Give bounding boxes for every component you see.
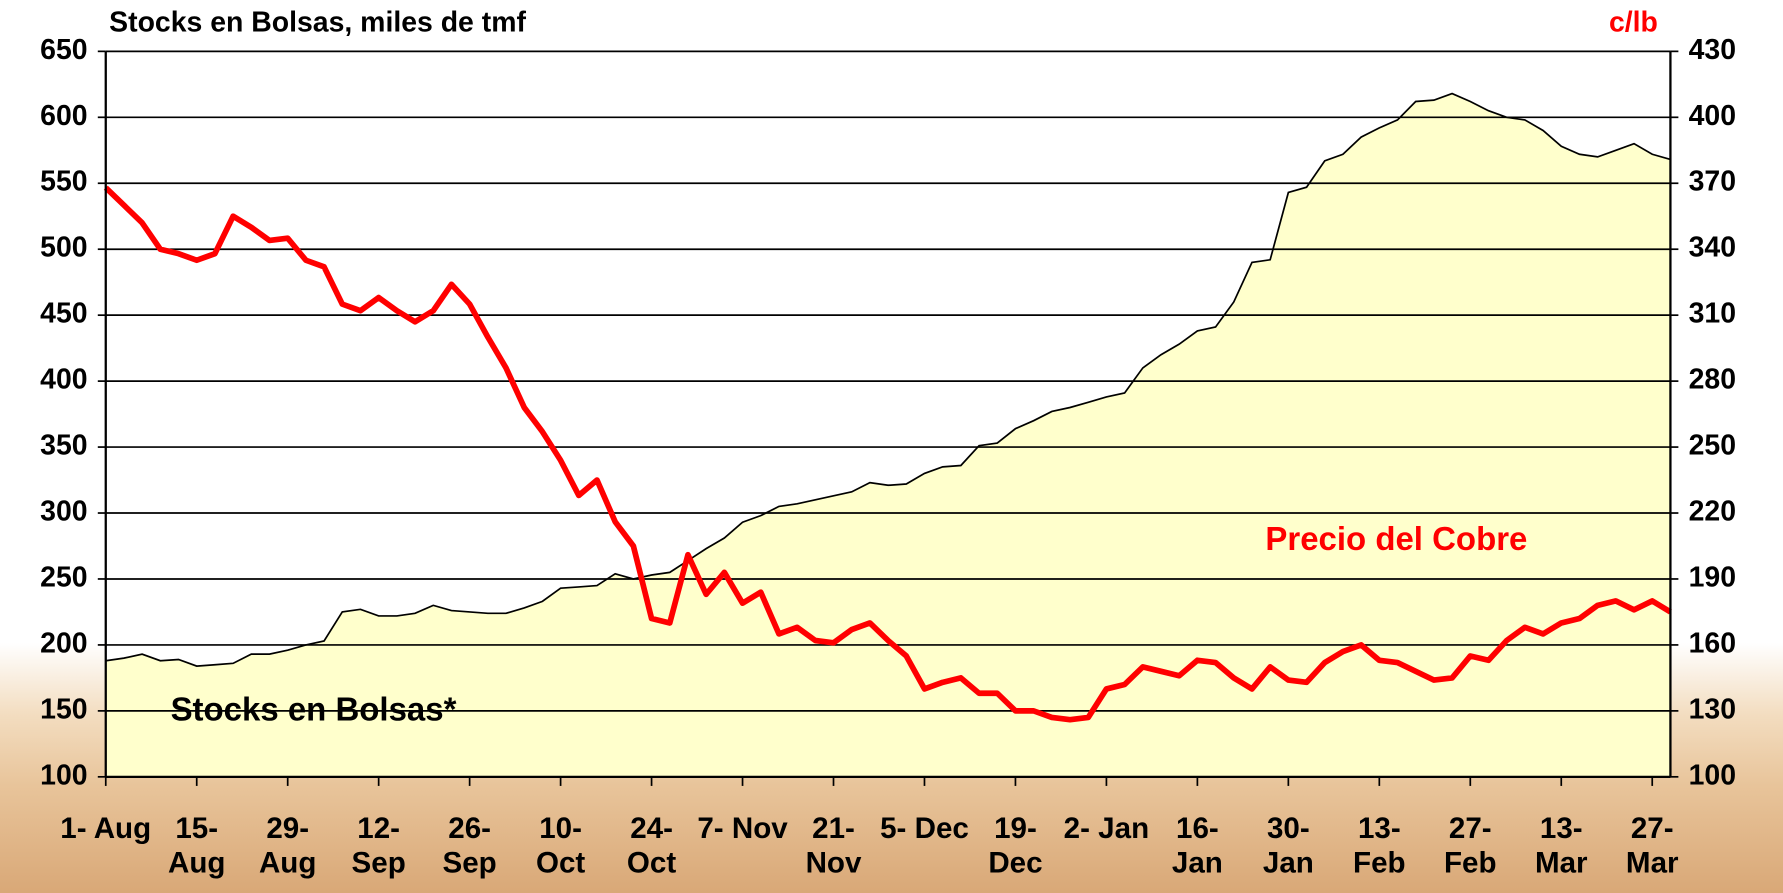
x-tick-label: 2- Jan — [1063, 810, 1150, 846]
x-tick-label-box: 13- Feb — [1353, 810, 1406, 880]
y-tick-label: 250 — [40, 561, 87, 593]
x-tick-label: 15- Aug — [167, 810, 226, 880]
y-tick-label: 550 — [40, 166, 87, 198]
x-tick-label-box: 29- Aug — [258, 810, 317, 880]
x-tick-label: 13- Mar — [1534, 810, 1588, 880]
x-tick-label: 1- Aug — [60, 810, 152, 846]
x-tick-label-box: 12- Sep — [351, 810, 406, 880]
y2-tick-label: 280 — [1689, 364, 1736, 396]
x-tick-label-box: 10- Oct — [535, 810, 586, 880]
series-label: Precio del Cobre — [1265, 520, 1527, 557]
x-tick-label: 5- Dec — [880, 810, 969, 846]
x-tick-label: 26- Sep — [442, 810, 497, 880]
y2-tick-label: 130 — [1689, 693, 1736, 725]
stocks-area — [105, 93, 1671, 777]
x-tick-label-box: 1- Aug — [60, 810, 152, 846]
y2-tick-label: 430 — [1689, 34, 1736, 66]
y2-tick-label: 340 — [1689, 232, 1736, 264]
x-tick-label: 10- Oct — [535, 810, 586, 880]
x-tick-label: 29- Aug — [258, 810, 317, 880]
x-tick-label: 13- Feb — [1353, 810, 1406, 880]
x-tick-label: 19- Dec — [988, 810, 1043, 880]
y-tick-label: 450 — [40, 298, 87, 330]
x-tick-label: 16- Jan — [1171, 810, 1223, 880]
x-tick-label: 21- Nov — [805, 810, 862, 880]
price-line — [103, 185, 1672, 723]
y-tick-label: 400 — [40, 364, 87, 396]
y2-tick-label: 220 — [1689, 496, 1736, 528]
y2-axis-label: c/lb — [1609, 7, 1658, 39]
y2-tick-label: 310 — [1689, 298, 1736, 330]
x-tick-label-box: 5- Dec — [880, 810, 969, 846]
y2-tick-label: 160 — [1689, 627, 1736, 659]
x-tick-label-box: 7- Nov — [697, 810, 788, 846]
y2-tick-label: 190 — [1689, 561, 1736, 593]
y-tick-label: 650 — [40, 34, 87, 66]
y-tick-label: 300 — [40, 496, 87, 528]
x-tick-label-box: 16- Jan — [1171, 810, 1223, 880]
y2-tick-label: 400 — [1689, 100, 1736, 132]
y2-tick-label: 100 — [1689, 759, 1736, 791]
chart-title: Stocks en Bolsas, miles de tmf — [109, 7, 526, 39]
y-tick-label: 150 — [40, 693, 87, 725]
y-tick-label: 200 — [40, 627, 87, 659]
x-tick-label: 24- Oct — [626, 810, 677, 880]
y-tick-label: 100 — [40, 759, 87, 791]
x-tick-label-box: 27- Mar — [1625, 810, 1679, 880]
x-tick-label: 12- Sep — [351, 810, 406, 880]
x-tick-label-box: 15- Aug — [167, 810, 226, 880]
stocks-outline — [105, 92, 1671, 667]
x-tick-label-box: 2- Jan — [1063, 810, 1150, 846]
x-tick-label-box: 13- Mar — [1534, 810, 1588, 880]
y-tick-label: 350 — [40, 430, 87, 462]
y2-tick-label: 250 — [1689, 430, 1736, 462]
x-tick-label: 30- Jan — [1262, 810, 1314, 880]
x-tick-label: 27- Feb — [1443, 810, 1497, 880]
x-tick-label: 27- Mar — [1625, 810, 1679, 880]
x-tick-label-box: 24- Oct — [626, 810, 677, 880]
y-tick-label: 600 — [40, 100, 87, 132]
x-tick-label-box: 19- Dec — [988, 810, 1043, 880]
x-tick-label-box: 27- Feb — [1443, 810, 1497, 880]
y2-tick-label: 370 — [1689, 166, 1736, 198]
x-tick-label-box: 26- Sep — [442, 810, 497, 880]
y-tick-label: 500 — [40, 232, 87, 264]
x-tick-label-box: 30- Jan — [1262, 810, 1314, 880]
x-tick-label-box: 21- Nov — [805, 810, 862, 880]
series-label: Stocks en Bolsas* — [171, 691, 457, 728]
x-tick-label: 7- Nov — [697, 810, 788, 846]
